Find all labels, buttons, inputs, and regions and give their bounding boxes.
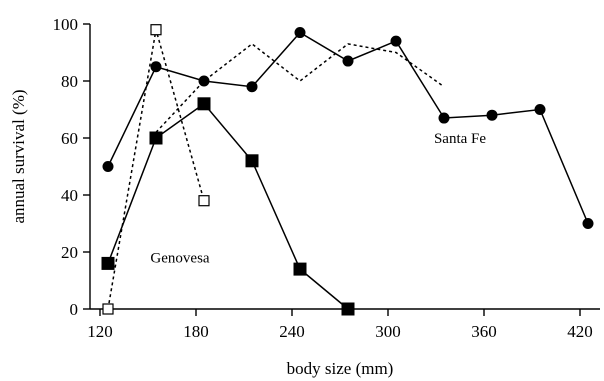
axes: 0 20 40 60 80 100 120 180 240 300 360 420 bbox=[53, 15, 600, 341]
data-point bbox=[149, 131, 163, 145]
data-point bbox=[246, 81, 258, 93]
data-point bbox=[293, 262, 307, 276]
y-tick-label: 0 bbox=[70, 300, 79, 319]
series-0 bbox=[102, 27, 594, 229]
y-tick-label: 20 bbox=[61, 243, 78, 262]
x-axis-title: body size (mm) bbox=[287, 359, 394, 378]
series-layer bbox=[101, 24, 594, 316]
series-line bbox=[155, 42, 445, 133]
data-point bbox=[150, 24, 162, 36]
data-point bbox=[294, 27, 306, 39]
data-point bbox=[438, 112, 450, 124]
data-point bbox=[341, 302, 355, 316]
data-point bbox=[342, 55, 354, 67]
data-point bbox=[197, 97, 211, 111]
y-tick-label: 100 bbox=[53, 15, 79, 34]
annotation-label: Santa Fe bbox=[434, 131, 486, 147]
data-point bbox=[102, 303, 114, 315]
data-point bbox=[198, 75, 210, 87]
series-2 bbox=[101, 97, 355, 316]
data-point bbox=[245, 154, 259, 168]
series-line bbox=[107, 102, 349, 310]
y-tick-label: 40 bbox=[61, 186, 78, 205]
x-tick-label: 360 bbox=[471, 322, 497, 341]
x-tick-label: 120 bbox=[87, 322, 113, 341]
x-tick-label: 420 bbox=[567, 322, 593, 341]
data-point bbox=[150, 61, 162, 73]
data-point bbox=[534, 104, 546, 115]
annotation-label: Genovesa bbox=[150, 251, 209, 267]
data-point bbox=[198, 195, 210, 207]
series-1 bbox=[155, 42, 445, 133]
x-tick-label: 240 bbox=[279, 322, 305, 341]
x-tick-label: 300 bbox=[375, 322, 401, 341]
y-tick-label: 60 bbox=[61, 129, 78, 148]
data-point bbox=[582, 218, 594, 229]
data-point bbox=[390, 35, 402, 47]
data-point bbox=[486, 109, 498, 121]
x-tick-label: 180 bbox=[183, 322, 209, 341]
annotation-layer: Santa Fe Genovesa bbox=[150, 131, 486, 267]
y-axis-title: annual survival (%) bbox=[9, 89, 28, 223]
data-point bbox=[102, 161, 114, 172]
series-3 bbox=[102, 24, 210, 315]
data-point bbox=[101, 256, 115, 270]
y-tick-label: 80 bbox=[61, 72, 78, 91]
